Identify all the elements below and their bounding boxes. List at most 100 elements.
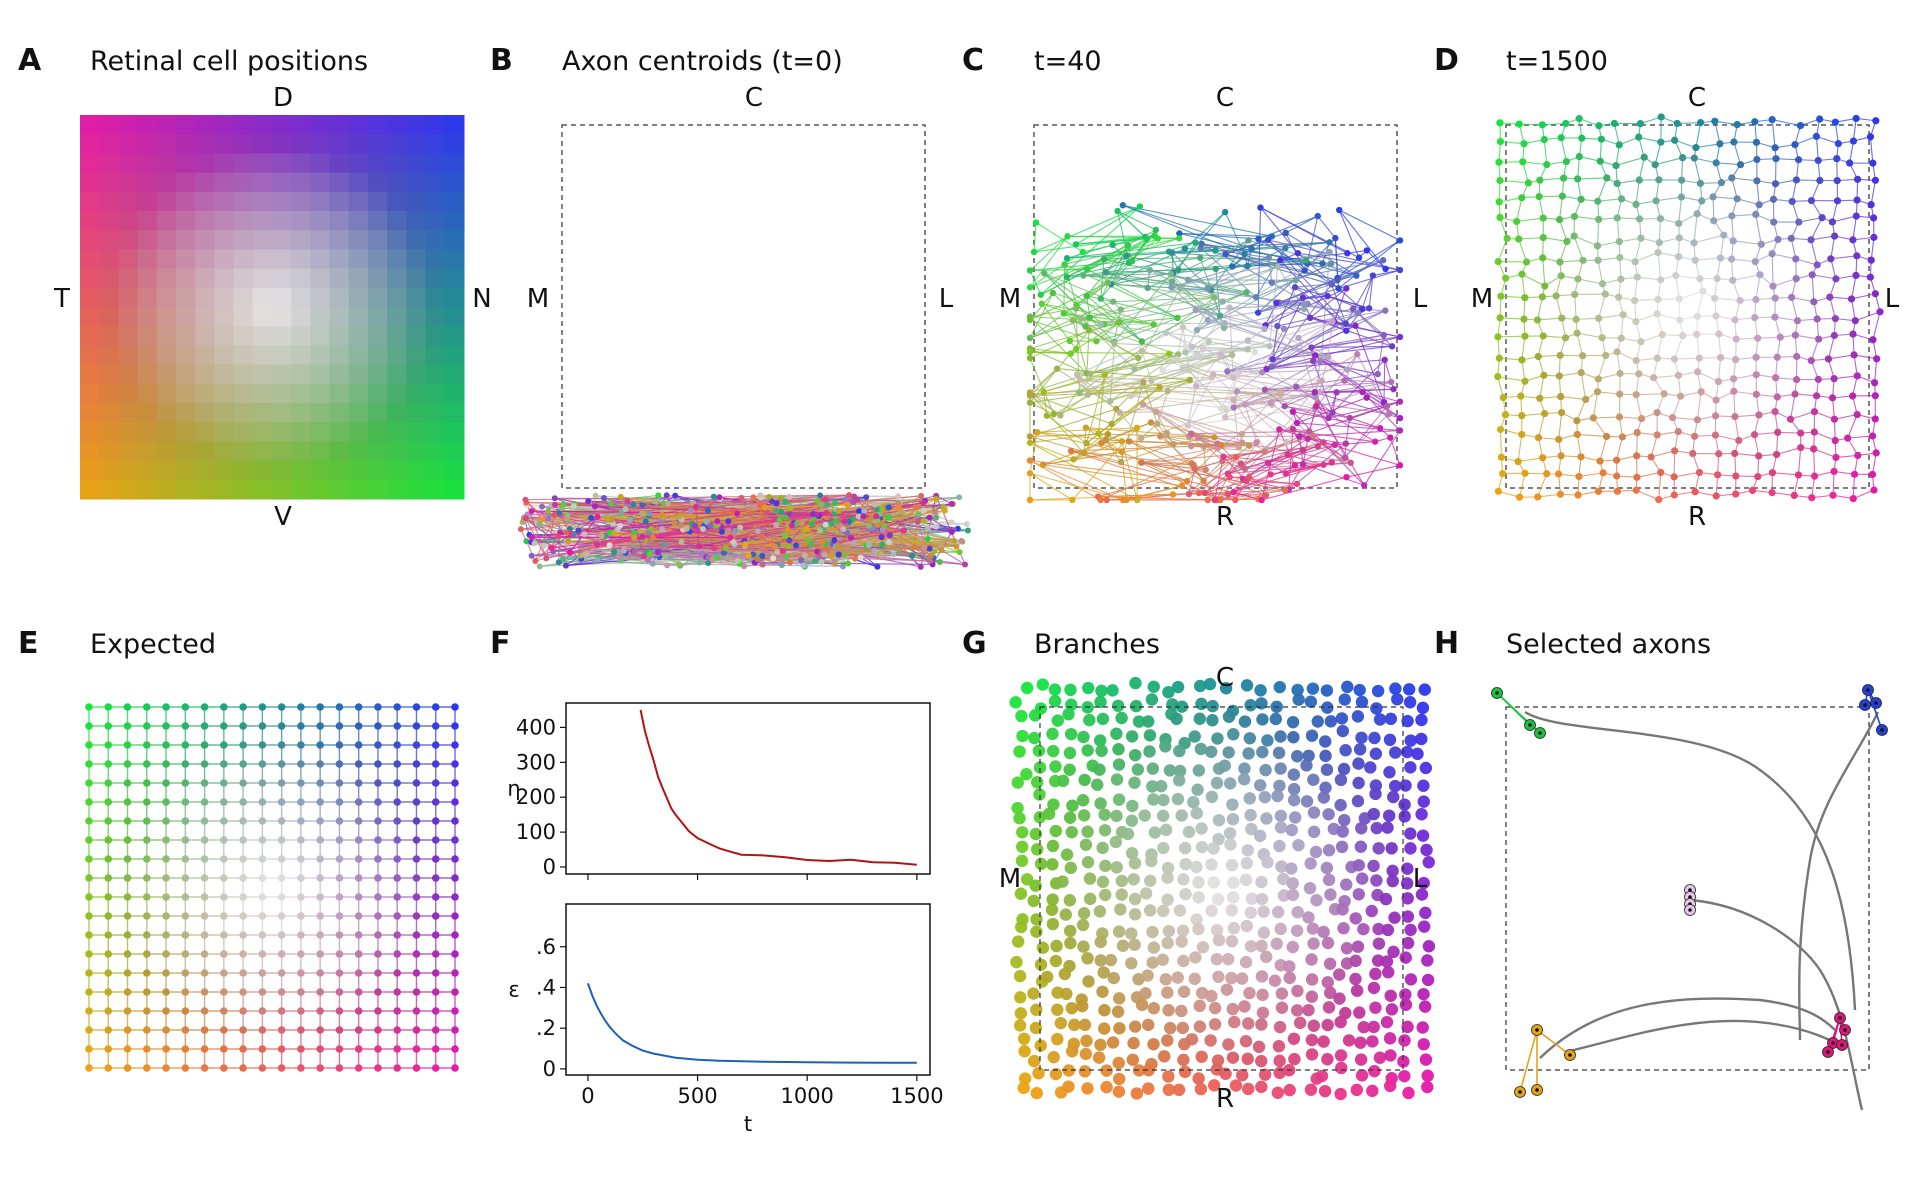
retina-cell [368,460,388,481]
axon-t1500-point [1636,120,1644,128]
expected-point [181,855,190,863]
axon-t40-point [1137,459,1145,466]
axon-t1500-point [1832,275,1840,283]
expected-point [200,893,209,901]
expected-point [335,779,344,787]
axon-t40-point [1168,278,1176,285]
expected-point [316,817,324,825]
axon-t1500-point [1541,282,1549,290]
expected-point [297,779,305,787]
axon-t40-point [1026,439,1034,446]
retina-cell [329,287,350,308]
retina-cell [368,211,388,231]
axon-t1500-point [1502,274,1510,282]
axon-t0-point [915,511,922,518]
axon-t1500-link [1592,417,1607,437]
expected-point [412,893,421,901]
axon-t1500-link [1560,395,1586,401]
axon-t1500-point [1520,140,1528,148]
axon-t40-point [1314,443,1322,450]
axon-t1500-point [1732,472,1740,480]
axon-t40-link [1071,444,1222,452]
axon-t0-point [523,538,530,545]
axon-t1500-link [1810,338,1820,361]
retina-cell [233,287,254,308]
axon-t40-point [1053,365,1061,372]
axon-t40-link [1362,391,1401,403]
axon-t0-point [608,516,615,523]
expected-point [451,779,459,787]
expected-point [142,760,151,768]
axon-t1500-point [1496,314,1504,322]
axon-t1500-link [1851,293,1876,300]
expected-point [181,874,190,882]
axon-t0-point [663,492,670,499]
axon-t40-point [1041,270,1048,277]
axon-t40-link [1097,375,1106,434]
axon-t1500-link [1852,118,1857,142]
axon-t40-point [1308,344,1315,351]
retina-cell [272,211,292,231]
axon-t1500-link [1497,335,1525,338]
axon-t40-link [1080,317,1135,370]
axon-t40-point [1116,319,1123,326]
axon-t1500-point [1668,413,1677,422]
axon-t1500-point [1557,134,1565,142]
axon-t40-point [1268,279,1276,286]
expected-point [220,722,228,730]
axon-t40-link [1155,411,1242,435]
axon-t0-point [601,495,608,502]
axon-t1500-point [1514,457,1522,466]
axon-t40-link [1086,375,1106,444]
axon-t1500-point [1793,352,1801,361]
axon-t1500-point [1678,176,1686,184]
axon-t0-link [531,536,571,553]
retina-cell [233,115,254,135]
axon-t40-point [1038,300,1045,307]
axon-t1500-point [1632,391,1640,399]
expected-point [142,893,151,901]
axon-t0-point [874,563,881,570]
axon-t1500-point [1594,256,1602,264]
expected-point [162,931,170,939]
axon-t40-point [1222,250,1229,258]
retina-cell [368,230,388,250]
axon-t1500-point [1815,335,1823,343]
retina-cell [368,364,388,385]
axon-t0-point [631,548,638,555]
axon-t40-link [1338,239,1401,289]
axon-t40-link [1100,258,1105,299]
axon-t40-link [1215,268,1221,316]
axon-t0-point [835,551,842,558]
axon-t40-point [1224,491,1232,498]
axon-t40-point [1328,459,1335,466]
axon-t1500-point [1731,316,1739,324]
axon-t40-link [1151,369,1190,382]
axon-t1500-link [1499,357,1522,361]
axon-t1500-point [1853,372,1861,380]
axon-t1500-point [1768,250,1776,258]
axon-t1500-link [1517,434,1523,462]
axon-t1500-point [1558,192,1566,200]
axon-t1500-link [1853,354,1877,360]
axon-t40-link [1086,244,1129,270]
axon-t1500-point [1538,121,1546,129]
axon-t1500-point [1866,273,1874,281]
axon-t40-point [1268,363,1275,370]
retina-cell [310,326,331,346]
axon-t1500-link [1559,259,1584,263]
axon-t40-point [1343,366,1351,373]
axon-t1500-point [1555,372,1563,380]
axon-t40-link [1079,379,1273,406]
axon-t1500-point [1674,427,1682,436]
retina-cell [387,153,407,174]
axon-t1500-link [1869,136,1874,164]
axon-t40-link [1179,232,1272,237]
axon-t1500-link [1499,296,1502,318]
axon-t40-link [1105,268,1216,273]
expected-point [431,722,440,730]
expected-point [316,741,324,749]
axon-t1500-point [1807,196,1816,205]
axon-t40-link [1242,449,1303,480]
axon-t40-point [1310,357,1317,365]
